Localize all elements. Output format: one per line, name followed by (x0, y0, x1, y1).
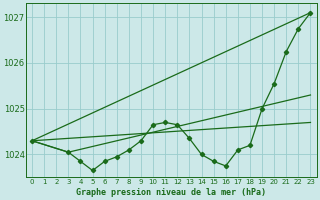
X-axis label: Graphe pression niveau de la mer (hPa): Graphe pression niveau de la mer (hPa) (76, 188, 266, 197)
